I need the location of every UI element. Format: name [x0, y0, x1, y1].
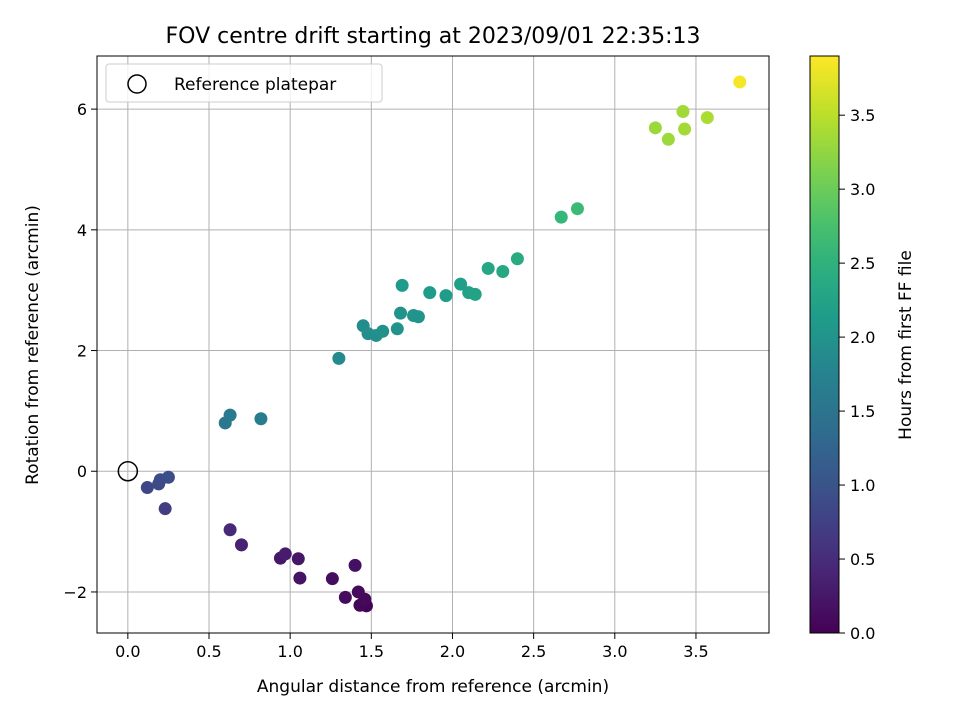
data-point: [468, 287, 482, 301]
data-points: [140, 75, 747, 613]
data-point: [481, 261, 495, 275]
y-axis-label: Rotation from reference (arcmin): [23, 205, 43, 485]
data-point: [158, 502, 172, 516]
data-point: [278, 547, 292, 561]
plot-frame: [96, 55, 770, 634]
legend-label-reference: Reference platepar: [174, 75, 336, 95]
colorbar-ticks: 0.0 0.5 1.0 1.5 2.0 2.5 3.0 3.5: [839, 106, 875, 643]
data-point: [676, 105, 690, 119]
data-point: [395, 278, 409, 292]
data-point: [454, 277, 468, 291]
colorbar-tick-label: 1.5: [850, 402, 875, 421]
data-point: [648, 121, 662, 135]
legend: Reference platepar: [105, 63, 383, 103]
data-point: [348, 558, 362, 572]
reference-platepar-marker: [117, 460, 139, 482]
data-point: [234, 538, 248, 552]
x-tick-label: 3.0: [602, 642, 627, 661]
data-point: [332, 351, 346, 365]
x-tick-label: 1.0: [277, 642, 302, 661]
data-point: [423, 286, 437, 300]
data-point: [376, 324, 390, 338]
chart-title: FOV centre drift starting at 2023/09/01 …: [166, 24, 701, 49]
y-tick-label: −2: [63, 583, 87, 602]
colorbar: 0.0 0.5 1.0 1.5 2.0 2.5 3.0 3.5 Hours from firs…: [809, 55, 916, 643]
data-point: [678, 122, 692, 136]
colorbar-tick-label: 0.0: [850, 624, 875, 643]
x-tick-label: 2.5: [521, 642, 546, 661]
legend-marker-reference: [127, 74, 147, 94]
x-tick-label: 0.5: [196, 642, 221, 661]
data-point: [351, 585, 365, 599]
data-point: [554, 210, 568, 224]
colorbar-label: Hours from first FF file: [896, 250, 916, 440]
data-point: [291, 552, 305, 566]
data-point: [394, 306, 408, 320]
x-tick-label: 0.0: [115, 642, 140, 661]
data-point: [223, 408, 237, 422]
x-axis-ticks: 0.0 0.5 1.0 1.5 2.0 2.5 3.0 3.5: [115, 633, 709, 661]
data-point: [140, 481, 154, 495]
grid-lines: [97, 56, 769, 633]
data-point: [510, 252, 524, 266]
legend-box: [105, 63, 383, 103]
data-point: [496, 264, 510, 278]
data-point: [161, 470, 175, 484]
data-point: [733, 75, 747, 89]
x-tick-label: 2.0: [440, 642, 465, 661]
data-point: [338, 590, 352, 604]
y-tick-label: 6: [77, 100, 87, 119]
x-tick-label: 1.5: [359, 642, 384, 661]
data-point: [223, 523, 237, 537]
y-tick-label: 4: [77, 221, 87, 240]
data-point: [293, 571, 307, 585]
data-point: [661, 132, 675, 146]
colorbar-tick-label: 2.5: [850, 254, 875, 273]
data-point: [439, 289, 453, 303]
data-point: [700, 111, 714, 125]
data-point: [411, 310, 425, 324]
colorbar-tick-label: 3.0: [850, 180, 875, 199]
y-tick-label: 2: [77, 342, 87, 361]
colorbar-tick-label: 2.0: [850, 328, 875, 347]
colorbar-tick-label: 3.5: [850, 106, 875, 125]
data-point: [390, 322, 404, 336]
data-point: [570, 202, 584, 216]
data-point: [254, 412, 268, 426]
colorbar-gradient: [809, 55, 840, 634]
x-tick-label: 3.5: [683, 642, 708, 661]
data-point: [325, 572, 339, 586]
y-axis-ticks: −2 0 2 4 6: [63, 100, 97, 602]
y-tick-label: 0: [77, 462, 87, 481]
colorbar-tick-label: 0.5: [850, 550, 875, 569]
x-axis-label: Angular distance from reference (arcmin): [257, 677, 609, 697]
colorbar-tick-label: 1.0: [850, 476, 875, 495]
